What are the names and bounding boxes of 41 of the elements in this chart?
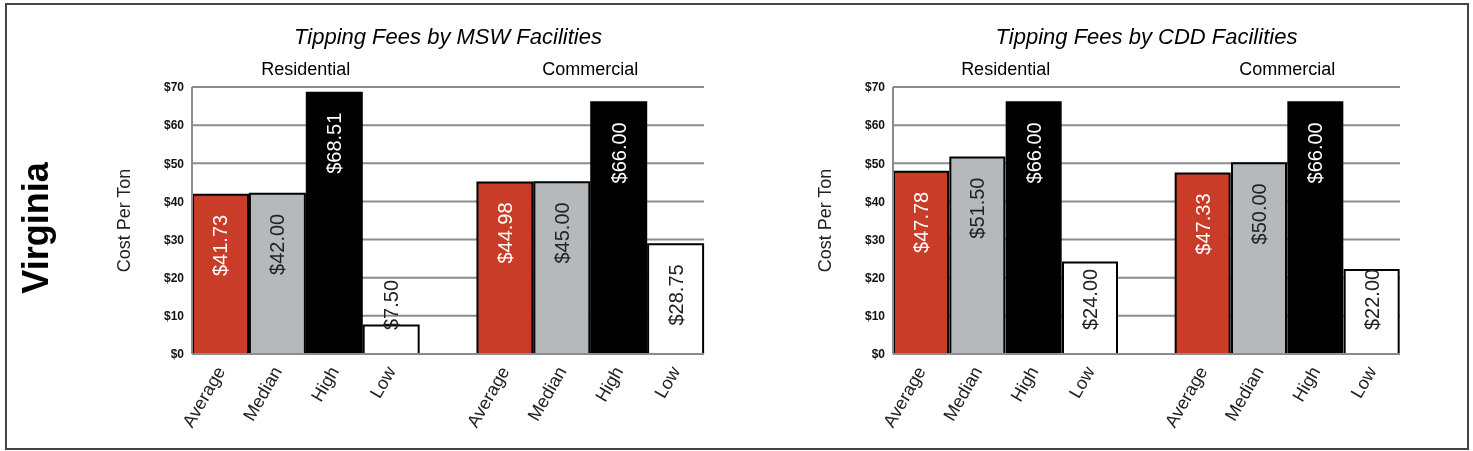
y-tick-label: $30 (864, 232, 886, 247)
y-tick-label: $50 (864, 156, 886, 171)
y-tick-label: $0 (871, 347, 886, 362)
data-label: $42.00 (266, 213, 289, 275)
chart-title: Tipping Fees by CDD Facilities (994, 24, 1299, 50)
y-tick-label: $70 (864, 80, 886, 95)
data-label: $24.00 (1079, 268, 1101, 330)
y-tick-label: $70 (163, 80, 185, 95)
data-label: $41.73 (209, 214, 232, 276)
chart-title: Tipping Fees by MSW Facilities (293, 24, 603, 50)
data-label: $22.00 (1360, 268, 1383, 330)
data-label: $7.50 (380, 279, 403, 330)
y-tick-label: $10 (864, 309, 886, 324)
y-tick-label: $40 (163, 194, 185, 209)
data-label: $47.33 (1191, 193, 1214, 255)
data-label: $66.00 (1022, 122, 1045, 184)
data-label: $68.51 (323, 112, 346, 174)
y-tick-label: $0 (170, 347, 185, 362)
data-label: $50.00 (1248, 183, 1270, 245)
y-tick-label: $60 (864, 118, 886, 133)
data-label: $66.00 (607, 122, 630, 184)
y-axis-title: Cost Per Ton (815, 168, 836, 273)
text: Residential (960, 59, 1052, 80)
y-tick-label: $10 (163, 309, 185, 324)
data-label: $51.50 (966, 177, 989, 239)
y-tick-label: $40 (864, 194, 886, 209)
data-label: $44.98 (493, 202, 516, 264)
data-label: $28.75 (664, 264, 687, 326)
y-tick-label: $30 (163, 232, 185, 247)
text: Residential (260, 59, 352, 80)
data-label: $66.00 (1304, 122, 1327, 184)
y-tick-label: $20 (163, 270, 185, 285)
text: Virginia (15, 162, 57, 294)
text: Commercial (1238, 59, 1337, 80)
text: Commercial (541, 59, 640, 80)
data-label: $47.78 (910, 191, 932, 253)
y-tick-label: $20 (864, 270, 886, 285)
y-axis-title: Cost Per Ton (114, 168, 135, 273)
y-tick-label: $50 (163, 156, 185, 171)
data-label: $45.00 (550, 202, 573, 264)
y-tick-label: $60 (163, 118, 185, 133)
